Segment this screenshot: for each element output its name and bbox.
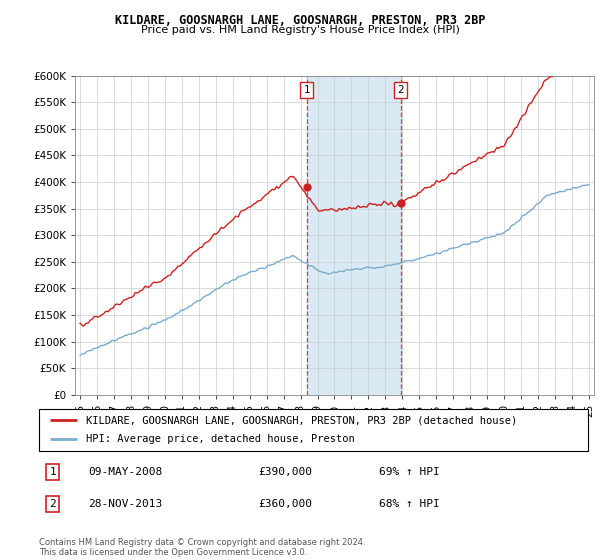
Text: 2: 2: [398, 85, 404, 95]
Bar: [307, 76, 401, 395]
Text: 2: 2: [49, 499, 56, 509]
FancyBboxPatch shape: [39, 409, 588, 451]
Text: £360,000: £360,000: [259, 499, 313, 509]
Text: £390,000: £390,000: [259, 467, 313, 477]
Text: 28-NOV-2013: 28-NOV-2013: [88, 499, 163, 509]
Text: 68% ↑ HPI: 68% ↑ HPI: [379, 499, 440, 509]
Text: 1: 1: [304, 85, 310, 95]
Text: KILDARE, GOOSNARGH LANE, GOOSNARGH, PRESTON, PR3 2BP: KILDARE, GOOSNARGH LANE, GOOSNARGH, PRES…: [115, 14, 485, 27]
Text: HPI: Average price, detached house, Preston: HPI: Average price, detached house, Pres…: [86, 435, 355, 445]
Text: 69% ↑ HPI: 69% ↑ HPI: [379, 467, 440, 477]
Text: Price paid vs. HM Land Registry's House Price Index (HPI): Price paid vs. HM Land Registry's House …: [140, 25, 460, 35]
Text: Contains HM Land Registry data © Crown copyright and database right 2024.
This d: Contains HM Land Registry data © Crown c…: [39, 538, 365, 557]
Text: 1: 1: [49, 467, 56, 477]
Text: KILDARE, GOOSNARGH LANE, GOOSNARGH, PRESTON, PR3 2BP (detached house): KILDARE, GOOSNARGH LANE, GOOSNARGH, PRES…: [86, 415, 517, 425]
Text: 09-MAY-2008: 09-MAY-2008: [88, 467, 163, 477]
